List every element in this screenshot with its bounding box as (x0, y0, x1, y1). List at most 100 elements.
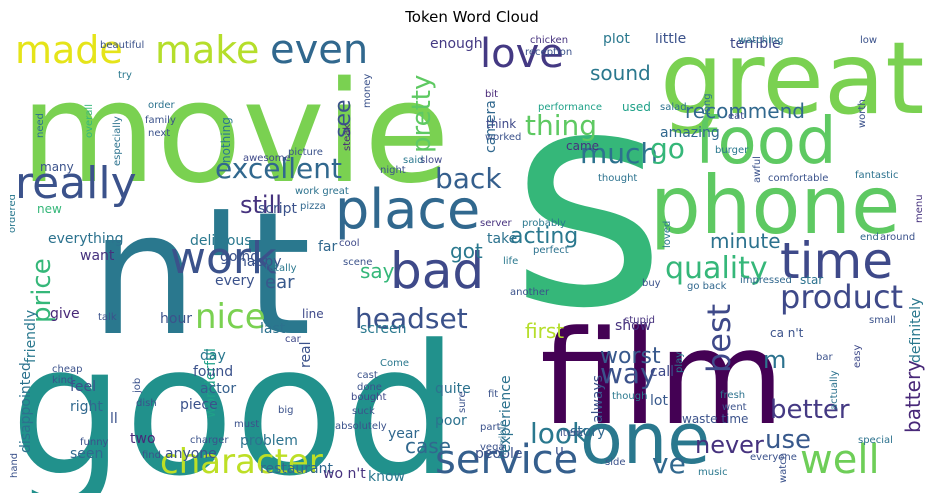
word-105: came (566, 139, 599, 153)
word-164: actually (829, 370, 840, 410)
word-160: stupid (624, 315, 655, 326)
word-29: way (600, 357, 657, 390)
word-24: excellent (215, 152, 342, 185)
word-163: easy (852, 345, 863, 368)
word-116: menu (914, 194, 925, 223)
word-179: vega (480, 442, 505, 453)
word-81: found (193, 364, 233, 380)
word-132: beautiful (100, 40, 144, 51)
word-47: m (763, 346, 786, 374)
word-102: picture (288, 147, 323, 158)
word-58: amazing (660, 125, 720, 141)
word-161: play (674, 352, 685, 373)
word-90: line (302, 307, 324, 321)
word-91: every (215, 273, 255, 289)
word-167: waste time (682, 412, 748, 426)
word-135: family (145, 115, 176, 126)
word-72: poor (435, 413, 467, 429)
word-173: side (605, 457, 626, 468)
word-109: salad (660, 102, 687, 113)
word-92: happy (238, 254, 282, 270)
word-191: find (142, 450, 161, 461)
word-82: piece (180, 397, 218, 413)
word-39: recommend (685, 99, 805, 123)
word-17: love (480, 33, 564, 77)
word-71: quite (435, 381, 471, 397)
word-196: funny (80, 437, 109, 448)
word-192: dish (136, 398, 157, 409)
word-94: going (220, 249, 259, 265)
word-107: performance (538, 102, 602, 113)
word-125: night (380, 165, 406, 176)
word-55: little (655, 33, 686, 47)
word-85: right (70, 399, 103, 415)
word-5: great (660, 33, 924, 137)
word-142: worth (857, 99, 868, 128)
word-123: pizza (300, 201, 326, 212)
word-30: much (580, 137, 658, 170)
word-15: make (155, 33, 259, 72)
word-145: cool (339, 238, 360, 249)
word-62: definitely (908, 298, 924, 363)
word-46: battery (901, 360, 925, 433)
word-137: need (35, 113, 46, 138)
word-115: fantastic (855, 170, 898, 181)
word-86: feel (70, 379, 96, 395)
word-156: impressed (740, 275, 792, 286)
word-88: hour (160, 311, 192, 327)
word-138: overall (84, 104, 95, 138)
word-80: screen (360, 321, 407, 337)
word-148: scene (343, 257, 372, 268)
word-74: story (570, 424, 605, 440)
word-193: job (132, 378, 143, 394)
word-26: thing (525, 109, 597, 142)
word-50: got (450, 239, 483, 263)
word-31: look (530, 417, 589, 450)
word-166: went (722, 402, 747, 413)
word-114: comfortable (768, 173, 828, 184)
word-41: sound (590, 61, 651, 85)
word-162: bar (816, 352, 833, 363)
word-153: another (510, 287, 550, 298)
word-185: cast (357, 370, 378, 381)
chart-title: Token Word Cloud (405, 8, 539, 26)
word-60: disappointed (18, 362, 34, 453)
word-197: hand (10, 453, 20, 478)
word-14: made (15, 33, 123, 72)
word-54: plot (603, 33, 630, 47)
word-69: know (368, 469, 405, 485)
word-37: never (695, 431, 764, 459)
word-11: bad (390, 242, 484, 300)
word-165: fresh (720, 390, 745, 401)
word-178: part (480, 422, 501, 433)
word-98: new (37, 202, 62, 216)
word-180: fit (488, 389, 498, 400)
word-13: time (780, 232, 893, 290)
word-43: acting (510, 224, 578, 249)
word-87: give (50, 306, 80, 322)
word-187: real (298, 341, 314, 368)
word-64: anyone (165, 446, 217, 462)
word-32: better (770, 395, 850, 425)
word-134: order (148, 100, 176, 111)
word-61: friendly (23, 310, 39, 363)
word-96: everything (48, 231, 124, 247)
word-25: nice (195, 297, 266, 337)
word-182: suck (352, 406, 375, 417)
word-89: last (260, 321, 286, 337)
word-2: movie (20, 52, 450, 215)
word-151: talk (98, 312, 117, 323)
word-133: try (118, 70, 132, 81)
word-112: awful (752, 156, 763, 183)
word-154: buy (642, 278, 661, 289)
word-45: worst (600, 344, 661, 369)
word-16: even (270, 33, 368, 73)
word-7: food (695, 105, 836, 179)
word-175: u (555, 443, 564, 459)
word-84: day (200, 348, 226, 364)
word-181: bought (351, 392, 386, 403)
word-10: really (15, 158, 137, 209)
word-48: case (405, 434, 451, 458)
word-19: well (800, 437, 880, 483)
